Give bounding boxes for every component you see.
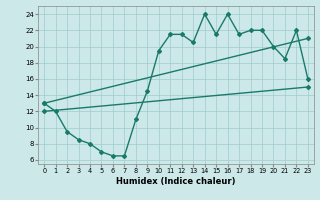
X-axis label: Humidex (Indice chaleur): Humidex (Indice chaleur) <box>116 177 236 186</box>
